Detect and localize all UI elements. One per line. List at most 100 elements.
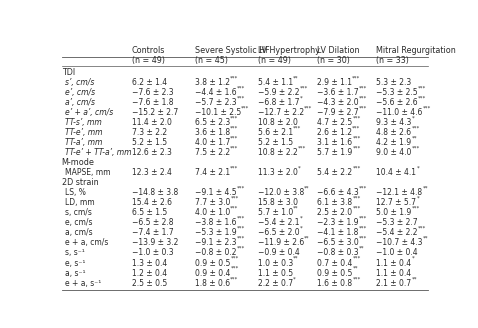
Text: ***: *** bbox=[237, 85, 245, 90]
Text: 5.4 ± 1.1: 5.4 ± 1.1 bbox=[258, 78, 293, 87]
Text: −5.4 ± 2.1: −5.4 ± 2.1 bbox=[258, 218, 299, 227]
Text: 2.5 ± 0.5: 2.5 ± 0.5 bbox=[132, 278, 167, 288]
Text: ***: *** bbox=[299, 85, 308, 90]
Text: ***: *** bbox=[352, 125, 360, 131]
Text: **: ** bbox=[359, 246, 364, 251]
Text: 2.6 ± 1.2: 2.6 ± 1.2 bbox=[317, 128, 352, 137]
Text: ***: *** bbox=[359, 236, 367, 241]
Text: ***: *** bbox=[237, 216, 245, 221]
Text: ***: *** bbox=[230, 135, 239, 140]
Text: −6.5 ± 2.0: −6.5 ± 2.0 bbox=[258, 228, 300, 237]
Text: **: ** bbox=[293, 256, 299, 261]
Text: e, s⁻¹: e, s⁻¹ bbox=[65, 258, 85, 268]
Text: TT-a’, mm: TT-a’, mm bbox=[65, 138, 102, 147]
Text: 2D strain: 2D strain bbox=[62, 178, 98, 187]
Text: **: ** bbox=[304, 236, 310, 241]
Text: −0.8 ± 0.2: −0.8 ± 0.2 bbox=[195, 248, 237, 257]
Text: *: * bbox=[416, 166, 419, 171]
Text: TT-s’, mm: TT-s’, mm bbox=[65, 118, 101, 127]
Text: ***: *** bbox=[352, 146, 361, 151]
Text: ***: *** bbox=[241, 105, 250, 110]
Text: 1.1 ± 0.4: 1.1 ± 0.4 bbox=[377, 269, 412, 277]
Text: (n = 49): (n = 49) bbox=[258, 56, 291, 65]
Text: ***: *** bbox=[230, 256, 239, 261]
Text: LV Hypertrophy: LV Hypertrophy bbox=[258, 47, 320, 55]
Text: 7.3 ± 2.2: 7.3 ± 2.2 bbox=[132, 128, 167, 137]
Text: −11.9 ± 2.6: −11.9 ± 2.6 bbox=[258, 238, 304, 247]
Text: −0.9 ± 0.4: −0.9 ± 0.4 bbox=[258, 248, 300, 257]
Text: M-mode: M-mode bbox=[62, 158, 95, 167]
Text: ***: *** bbox=[358, 226, 367, 231]
Text: ***: *** bbox=[352, 276, 360, 281]
Text: 1.2 ± 0.4: 1.2 ± 0.4 bbox=[132, 269, 167, 277]
Text: e + a, cm/s: e + a, cm/s bbox=[65, 238, 108, 247]
Text: −3.6 ± 1.7: −3.6 ± 1.7 bbox=[317, 88, 359, 97]
Text: **: ** bbox=[412, 276, 417, 281]
Text: *: * bbox=[298, 166, 301, 171]
Text: ***: *** bbox=[230, 115, 239, 120]
Text: 0.9 ± 0.4: 0.9 ± 0.4 bbox=[195, 269, 230, 277]
Text: −12.7 ± 2.2: −12.7 ± 2.2 bbox=[258, 108, 304, 117]
Text: 9.3 ± 4.3: 9.3 ± 4.3 bbox=[377, 118, 412, 127]
Text: 1.3 ± 0.4: 1.3 ± 0.4 bbox=[132, 258, 167, 268]
Text: −7.6 ± 1.8: −7.6 ± 1.8 bbox=[132, 98, 174, 107]
Text: 12.7 ± 5.7: 12.7 ± 5.7 bbox=[377, 198, 416, 207]
Text: 6.5 ± 1.5: 6.5 ± 1.5 bbox=[132, 208, 167, 217]
Text: −6.5 ± 3.0: −6.5 ± 3.0 bbox=[317, 238, 359, 247]
Text: ***: *** bbox=[298, 146, 306, 151]
Text: ***: *** bbox=[230, 125, 239, 131]
Text: 1.1 ± 0.4: 1.1 ± 0.4 bbox=[377, 258, 412, 268]
Text: 11.4 ± 2.0: 11.4 ± 2.0 bbox=[132, 118, 172, 127]
Text: 1.8 ± 0.6: 1.8 ± 0.6 bbox=[195, 278, 230, 288]
Text: s, cm/s: s, cm/s bbox=[65, 208, 91, 217]
Text: 0.9 ± 0.5: 0.9 ± 0.5 bbox=[195, 258, 230, 268]
Text: LV Dilation: LV Dilation bbox=[317, 47, 360, 55]
Text: −5.3 ± 2.7: −5.3 ± 2.7 bbox=[377, 218, 418, 227]
Text: 1.6 ± 0.8: 1.6 ± 0.8 bbox=[317, 278, 352, 288]
Text: (n = 33): (n = 33) bbox=[377, 56, 409, 65]
Text: LS, %: LS, % bbox=[65, 188, 86, 197]
Text: ***: *** bbox=[359, 186, 367, 191]
Text: s, s⁻¹: s, s⁻¹ bbox=[65, 248, 84, 257]
Text: a, s⁻¹: a, s⁻¹ bbox=[65, 269, 85, 277]
Text: −4.3 ± 2.0: −4.3 ± 2.0 bbox=[317, 98, 359, 107]
Text: −5.3 ± 2.5: −5.3 ± 2.5 bbox=[377, 88, 418, 97]
Text: −5.6 ± 2.6: −5.6 ± 2.6 bbox=[377, 98, 418, 107]
Text: −10.1 ± 2.5: −10.1 ± 2.5 bbox=[195, 108, 241, 117]
Text: 4.8 ± 2.6: 4.8 ± 2.6 bbox=[377, 128, 412, 137]
Text: 5.6 ± 2.1: 5.6 ± 2.1 bbox=[258, 128, 293, 137]
Text: ***: *** bbox=[304, 105, 312, 110]
Text: **: ** bbox=[293, 206, 299, 211]
Text: −7.9 ± 2.7: −7.9 ± 2.7 bbox=[317, 108, 359, 117]
Text: −14.8 ± 3.8: −14.8 ± 3.8 bbox=[132, 188, 178, 197]
Text: 5.2 ± 1.5: 5.2 ± 1.5 bbox=[258, 138, 293, 147]
Text: 2.1 ± 0.7: 2.1 ± 0.7 bbox=[377, 278, 412, 288]
Text: LD, mm: LD, mm bbox=[65, 198, 94, 207]
Text: s’, cm/s: s’, cm/s bbox=[65, 78, 94, 87]
Text: ***: *** bbox=[237, 246, 245, 251]
Text: 7.7 ± 3.0: 7.7 ± 3.0 bbox=[195, 198, 230, 207]
Text: −10.7 ± 4.3: −10.7 ± 4.3 bbox=[377, 238, 423, 247]
Text: 2.5 ± 2.0: 2.5 ± 2.0 bbox=[317, 208, 352, 217]
Text: ***: *** bbox=[230, 276, 239, 281]
Text: 7.5 ± 2.2: 7.5 ± 2.2 bbox=[195, 148, 230, 157]
Text: −6.5 ± 2.8: −6.5 ± 2.8 bbox=[132, 218, 174, 227]
Text: −5.7 ± 2.3: −5.7 ± 2.3 bbox=[195, 98, 237, 107]
Text: −7.6 ± 2.3: −7.6 ± 2.3 bbox=[132, 88, 174, 97]
Text: 4.0 ± 1.7: 4.0 ± 1.7 bbox=[195, 138, 230, 147]
Text: *: * bbox=[299, 216, 302, 221]
Text: TT-e’ + TT-a’, mm: TT-e’ + TT-a’, mm bbox=[65, 148, 131, 157]
Text: −1.0 ± 0.4: −1.0 ± 0.4 bbox=[377, 248, 418, 257]
Text: *: * bbox=[412, 256, 414, 261]
Text: −5.3 ± 1.9: −5.3 ± 1.9 bbox=[195, 228, 237, 237]
Text: 3.6 ± 1.8: 3.6 ± 1.8 bbox=[195, 128, 230, 137]
Text: 10.8 ± 2.2: 10.8 ± 2.2 bbox=[258, 148, 298, 157]
Text: 5.7 ± 1.9: 5.7 ± 1.9 bbox=[317, 148, 352, 157]
Text: 15.8 ± 3.0: 15.8 ± 3.0 bbox=[258, 198, 298, 207]
Text: *: * bbox=[416, 196, 419, 201]
Text: e’, cm/s: e’, cm/s bbox=[65, 88, 95, 97]
Text: ***: *** bbox=[230, 166, 239, 171]
Text: ***: *** bbox=[237, 226, 245, 231]
Text: *: * bbox=[293, 276, 296, 281]
Text: (n = 45): (n = 45) bbox=[195, 56, 228, 65]
